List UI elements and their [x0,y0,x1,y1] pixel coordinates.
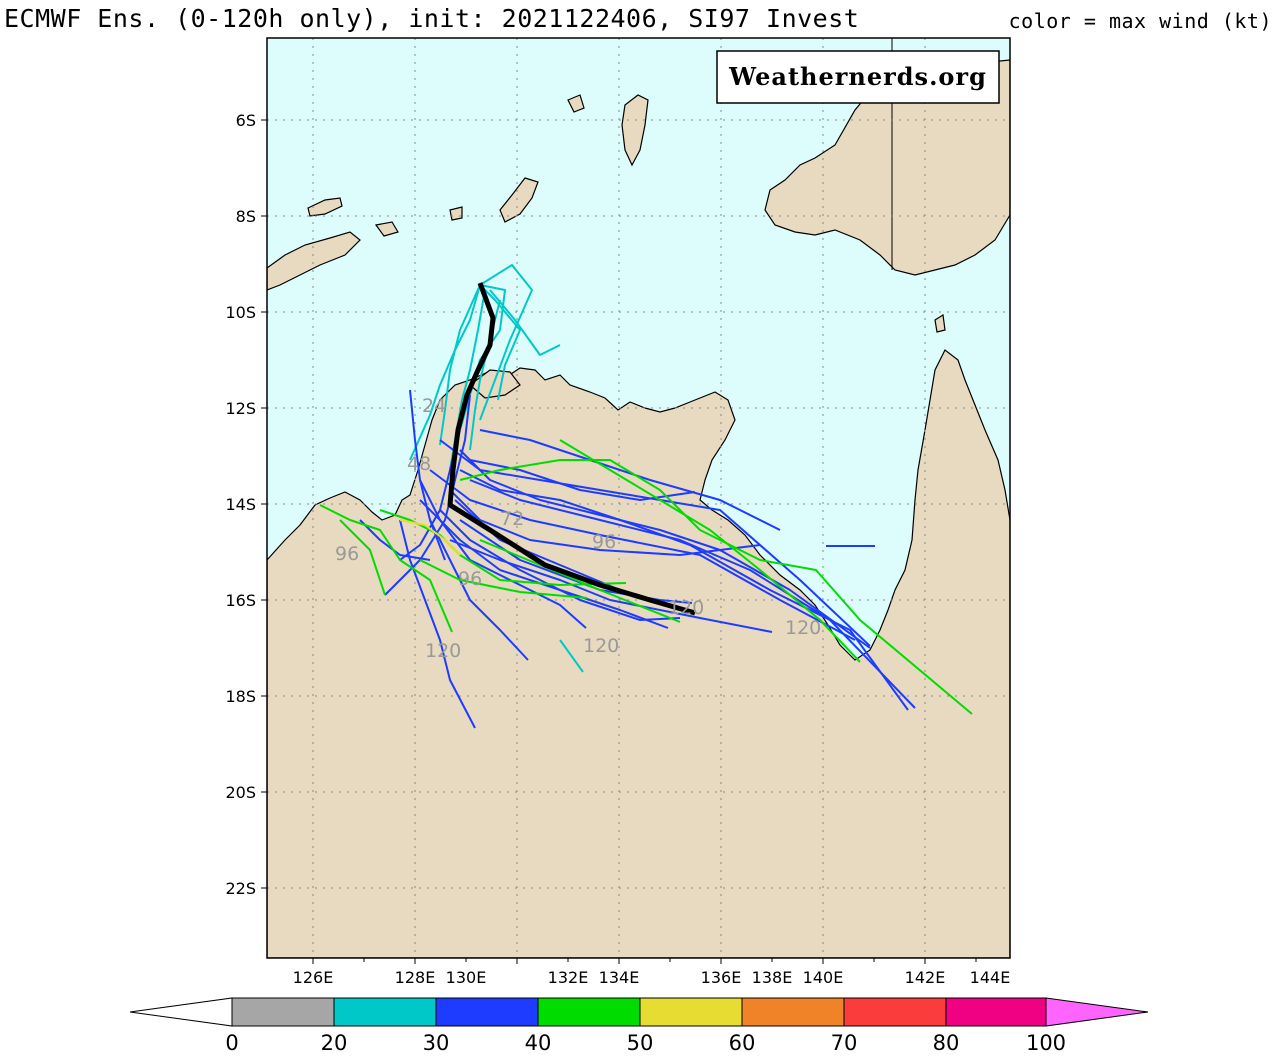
island-7 [934,313,946,333]
ensemble-track [439,284,481,446]
lat-label: 16S [225,591,256,610]
axis-ticks [261,119,977,964]
colorbar-swatch [946,998,1046,1026]
lat-label: 6S [236,111,256,130]
island-1 [307,197,343,217]
ensemble-track [339,519,386,596]
ensemble-track [399,519,476,729]
ensemble-track [469,459,696,501]
lon-label: 140E [803,968,844,987]
lon-label: 136E [701,968,742,987]
ensemble-track [489,289,561,356]
ensemble-track [459,469,909,711]
lon-label: 142E [905,968,946,987]
colorbar-low-arrow [129,997,233,1027]
colorbar-swatch [436,998,538,1026]
lon-label: 130E [446,968,487,987]
melville-island [469,369,521,399]
lat-label: 22S [225,879,256,898]
watermark-text: Weathernerds.org [728,62,987,91]
hour-label-72: 72 [500,508,524,530]
ensemble-track [359,519,431,561]
island-2 [499,177,539,223]
colorbar-high-arrow [1045,997,1149,1027]
lon-label: 144E [970,968,1011,987]
ensemble-track [559,439,861,663]
ensemble-track [459,459,973,715]
island-5 [567,94,585,113]
new-guinea-land [764,59,1010,276]
ensemble-track [409,284,481,461]
longitude-labels: 126E 128E 130E 132E 134E 136E 138E 140E … [293,968,1011,987]
ensemble-track [469,479,916,709]
lon-label: 128E [395,968,436,987]
map-frame [266,37,1011,959]
colorbar-swatch [334,998,436,1026]
hour-label-120c: 120 [668,597,704,619]
colorbar-label: 40 [525,1031,552,1055]
colorbar-label: 100 [1026,1031,1066,1055]
timor-land [267,231,361,291]
hour-label-120: 120 [425,640,461,662]
colorbar-label: 60 [729,1031,756,1055]
colorbar-swatch [844,998,946,1026]
lat-label: 20S [225,783,256,802]
ensemble-track [429,519,529,661]
colorbar-label: 50 [627,1031,654,1055]
lat-label: 12S [225,399,256,418]
lon-label: 132E [548,968,589,987]
watermark-box [716,50,1000,104]
lon-label: 126E [293,968,334,987]
ensemble-track [559,639,584,673]
lat-label: 8S [236,207,256,226]
ensemble-track [479,264,533,421]
ensemble-track [419,499,669,629]
ensemble-track [384,394,471,596]
island-6 [374,221,399,237]
hour-label-24: 24 [422,395,446,417]
latitude-labels: 6S 8S 10S 12S 14S 16S 18S 20S 22S [225,111,256,898]
colorbar-label: 0 [225,1031,238,1055]
colorbar-label: 30 [423,1031,450,1055]
map-title: ECMWF Ens. (0-120h only), init: 20211224… [4,4,860,33]
mean-track [447,282,696,616]
ensemble-track [429,469,856,641]
lat-label: 10S [225,303,256,322]
lon-label: 138E [752,968,793,987]
hour-label-120d: 120 [785,617,821,639]
island-4 [449,206,463,221]
lat-label: 18S [225,687,256,706]
ensemble-track [479,429,781,531]
ensemble-track [319,504,453,633]
hour-label-120b: 120 [583,635,619,657]
ensemble-track [399,519,461,556]
ensemble-track [479,539,681,623]
ensemble-track [459,449,871,649]
hour-label-96: 96 [335,543,359,565]
colorbar-label: 20 [321,1031,348,1055]
ensemble-track [419,559,588,599]
ensemble-track [479,284,521,401]
colorbar-label: 80 [933,1031,960,1055]
color-legend-note: color = max wind (kt) [1008,9,1272,33]
lon-label: 134E [599,968,640,987]
ensemble-track [419,479,587,629]
island-3 [621,94,649,167]
lat-label: 14S [225,495,256,514]
ensemble-track [449,539,773,633]
colorbar-label: 70 [831,1031,858,1055]
graticule [267,38,1010,958]
colorbar-swatch [538,998,640,1026]
colorbar-swatch [640,998,742,1026]
hour-label-48: 48 [407,453,431,475]
colorbar: 0 20 30 40 50 60 70 80 100 [129,997,1149,1055]
colorbar-swatch [742,998,844,1026]
colorbar-swatch [232,998,334,1026]
hour-label-96b: 96 [592,531,616,553]
hour-label-96c: 96 [458,568,482,590]
